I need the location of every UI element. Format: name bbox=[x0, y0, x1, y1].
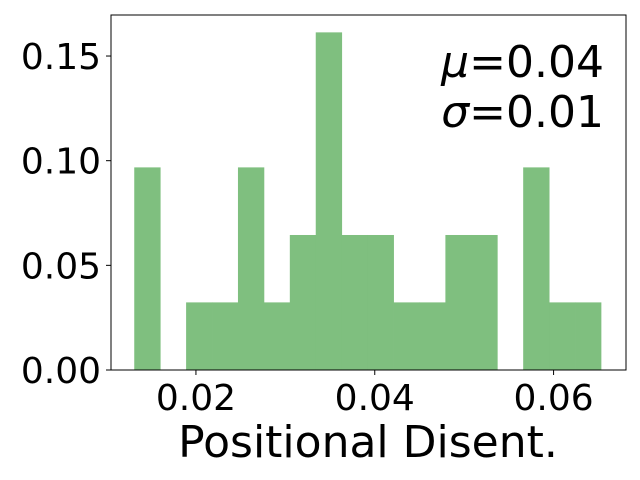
std-symbol: σ bbox=[441, 87, 470, 138]
histogram-bar bbox=[575, 302, 602, 370]
histogram-bar bbox=[212, 302, 239, 370]
y-tick-label: 0.10 bbox=[21, 142, 101, 183]
x-tick-label: 0.02 bbox=[156, 378, 236, 419]
mean-symbol: μ bbox=[440, 37, 469, 88]
x-tick-label: 0.06 bbox=[514, 378, 594, 419]
histogram-bar bbox=[237, 167, 265, 370]
mean-annotation: μ=0.04 bbox=[440, 37, 604, 88]
y-tick-label: 0.15 bbox=[21, 37, 101, 78]
histogram-bar bbox=[134, 167, 161, 370]
histogram-bar bbox=[523, 167, 550, 370]
std-value: =0.01 bbox=[469, 87, 604, 138]
histogram-bar bbox=[393, 302, 420, 370]
histogram-bar bbox=[186, 302, 213, 370]
x-axis-ticks: 0.02 0.04 0.06 bbox=[156, 370, 594, 419]
mean-value: =0.04 bbox=[469, 37, 604, 88]
y-tick-label: 0.00 bbox=[21, 351, 101, 392]
histogram-bar bbox=[419, 302, 446, 370]
histogram-bar bbox=[445, 234, 472, 370]
std-annotation: σ=0.01 bbox=[441, 87, 604, 138]
plot-frame bbox=[110, 14, 627, 371]
histogram-bar bbox=[549, 302, 576, 370]
histogram-bar bbox=[315, 32, 343, 371]
y-axis-ticks: 0.00 0.05 0.10 0.15 bbox=[21, 37, 111, 392]
histogram-bar bbox=[471, 234, 498, 370]
x-axis-label: Positional Disent. bbox=[178, 417, 558, 468]
histogram-bar bbox=[341, 234, 369, 370]
x-tick-label: 0.04 bbox=[335, 378, 415, 419]
histogram-bar bbox=[367, 234, 394, 370]
histogram-bar bbox=[289, 234, 317, 370]
histogram-bars bbox=[134, 32, 602, 371]
histogram-bar bbox=[263, 302, 291, 370]
y-tick-label: 0.05 bbox=[21, 246, 101, 287]
